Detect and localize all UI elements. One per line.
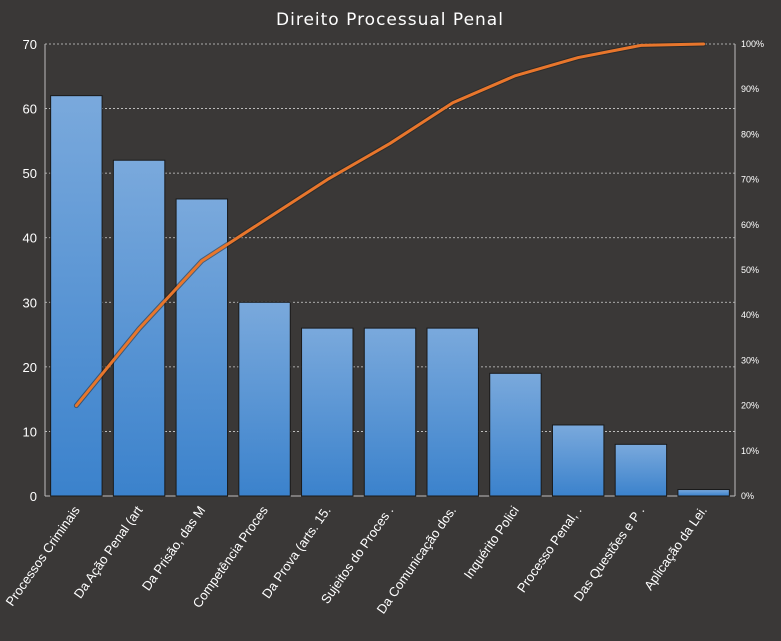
y-axis-ticks: 0 10 20 30 40 50 60 70 — [23, 37, 37, 504]
x-tick-label: Da Prova (arts. 15. — [259, 503, 334, 601]
bars — [50, 95, 730, 497]
y2-tick-label: 0% — [741, 491, 754, 501]
y-tick-label: 40 — [23, 231, 37, 246]
cumulative-line-group — [73, 41, 707, 409]
y2-tick-label: 10% — [741, 446, 759, 456]
x-tick-label: Aplicação da Lei. — [641, 503, 710, 593]
x-tick-label: Das Questões e P . — [571, 503, 648, 604]
y2-tick-label: 30% — [741, 355, 759, 365]
bar — [175, 198, 229, 497]
y2-tick-label: 50% — [741, 265, 759, 275]
x-tick-label: Da Ação Penal (art — [71, 503, 146, 601]
y2-tick-label: 60% — [741, 220, 759, 230]
y-tick-label: 20 — [23, 360, 37, 375]
y2-tick-label: 70% — [741, 175, 759, 185]
y2-axis-ticks: 0% 10% 20% 30% 40% 50% 60% 70% 80% 90% 100% — [741, 39, 764, 501]
y-tick-label: 10 — [23, 424, 37, 439]
y-tick-label: 60 — [23, 102, 37, 117]
y-tick-label: 30 — [23, 295, 37, 310]
bar — [551, 424, 605, 497]
bar — [50, 95, 103, 497]
y-tick-label: 70 — [23, 37, 37, 52]
bar — [677, 489, 730, 497]
cumulative-line — [74, 42, 706, 408]
y2-tick-label: 80% — [741, 129, 759, 139]
bar — [238, 301, 291, 497]
bar — [426, 327, 479, 497]
bar — [363, 327, 417, 497]
y2-tick-label: 100% — [741, 39, 764, 49]
x-tick-label: Inquérito Polici — [461, 503, 522, 582]
y-tick-label: 50 — [23, 166, 37, 181]
x-tick-label: Processo Penal, . — [514, 503, 585, 595]
x-tick-label: Da Prisão, das M — [139, 503, 208, 593]
y2-tick-label: 40% — [741, 310, 759, 320]
y2-tick-label: 20% — [741, 401, 759, 411]
bar — [614, 443, 668, 497]
bar — [489, 372, 542, 497]
chart-title: Direito Processual Penal — [276, 10, 504, 30]
bar — [301, 327, 354, 497]
y-tick-label: 0 — [30, 489, 37, 504]
y2-tick-label: 90% — [741, 84, 759, 94]
